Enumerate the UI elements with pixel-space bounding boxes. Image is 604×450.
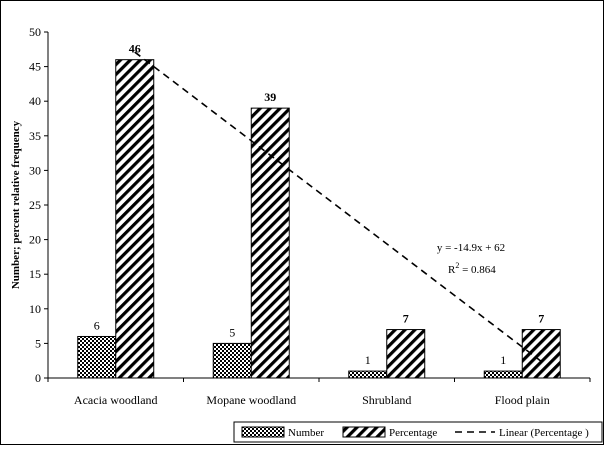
data-label-number: 1 (365, 353, 371, 367)
y-tick-label: 30 (29, 163, 41, 177)
y-tick-label: 45 (29, 60, 41, 74)
legend-label: Number (288, 427, 324, 439)
data-label-percentage: 39 (264, 90, 276, 104)
y-tick-label: 40 (29, 94, 41, 108)
bar-number (78, 336, 116, 378)
y-tick-label: 5 (35, 336, 41, 350)
legend-label: Linear (Percentage ) (499, 427, 589, 439)
data-label-percentage: 7 (403, 312, 409, 326)
data-label-number: 1 (500, 353, 506, 367)
bar-percentage (387, 330, 425, 378)
x-category-label: Shrubland (362, 393, 411, 407)
y-axis-title: Number; percent relative frequency (10, 120, 22, 289)
y-tick-label: 15 (29, 267, 41, 281)
data-label-number: 5 (229, 325, 235, 339)
y-tick-label: 20 (29, 233, 41, 247)
bar-percentage (522, 330, 560, 378)
legend-label: Percentage (389, 427, 437, 439)
x-category-label: Acacia woodland (74, 393, 158, 407)
y-tick-label: 25 (29, 198, 41, 212)
bar-number (213, 343, 251, 378)
bar-percentage (251, 108, 289, 378)
y-tick-label: 10 (29, 302, 41, 316)
data-label-number: 6 (94, 318, 100, 332)
data-label-percentage: 46 (129, 42, 141, 56)
y-tick-label: 0 (35, 371, 41, 385)
data-label-percentage: 7 (538, 312, 544, 326)
trendline-equation: y = -14.9x + 62 (437, 242, 505, 254)
x-category-label: Flood plain (495, 393, 550, 407)
y-tick-label: 35 (29, 129, 41, 143)
trendline-r2: R2 = 0.864 (448, 261, 496, 276)
bar-number (349, 371, 387, 378)
y-tick-label: 50 (29, 25, 41, 39)
legend-swatch-percentage (343, 427, 385, 437)
bar-number (484, 371, 522, 378)
x-category-label: Mopane woodland (206, 393, 296, 407)
bar-percentage (116, 60, 154, 378)
r2-value: = 0.864 (459, 264, 496, 276)
legend-swatch-number (242, 427, 284, 437)
